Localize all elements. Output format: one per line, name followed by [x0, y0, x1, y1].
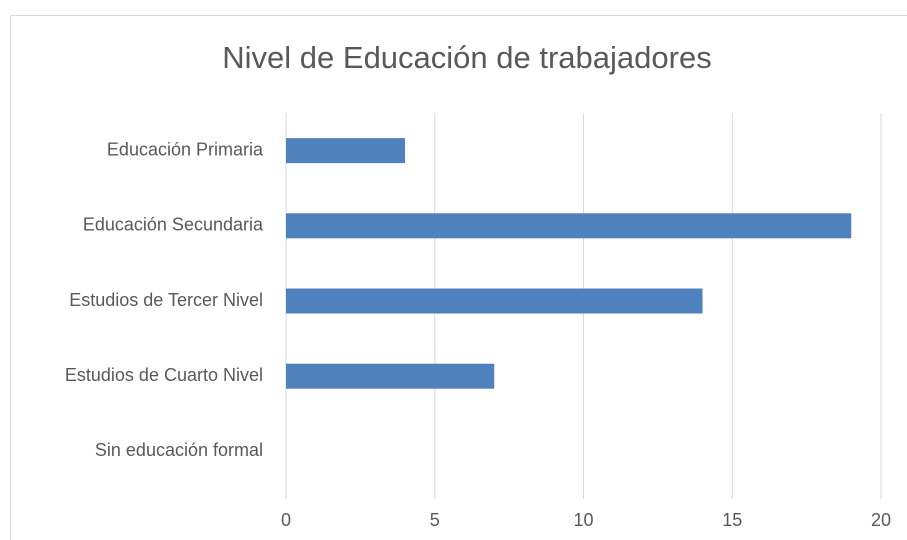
y-tick-label: Estudios de Cuarto Nivel [65, 365, 263, 385]
chart-title: Nivel de Educación de trabajadores [222, 40, 711, 75]
chart-frame [10, 15, 907, 540]
x-tick-label: 5 [430, 510, 440, 530]
bar [286, 213, 852, 239]
x-tick-label: 15 [722, 510, 742, 530]
y-tick-label: Sin educación formal [95, 440, 263, 460]
bar [286, 363, 495, 389]
bar [286, 288, 703, 314]
y-tick-label: Estudios de Tercer Nivel [69, 290, 263, 310]
y-tick-label: Educación Secundaria [83, 215, 264, 235]
bar [286, 138, 405, 164]
x-tick-label: 0 [281, 510, 291, 530]
x-tick-label: 10 [573, 510, 593, 530]
y-tick-label: Educación Primaria [107, 139, 264, 159]
x-tick-label: 20 [871, 510, 891, 530]
